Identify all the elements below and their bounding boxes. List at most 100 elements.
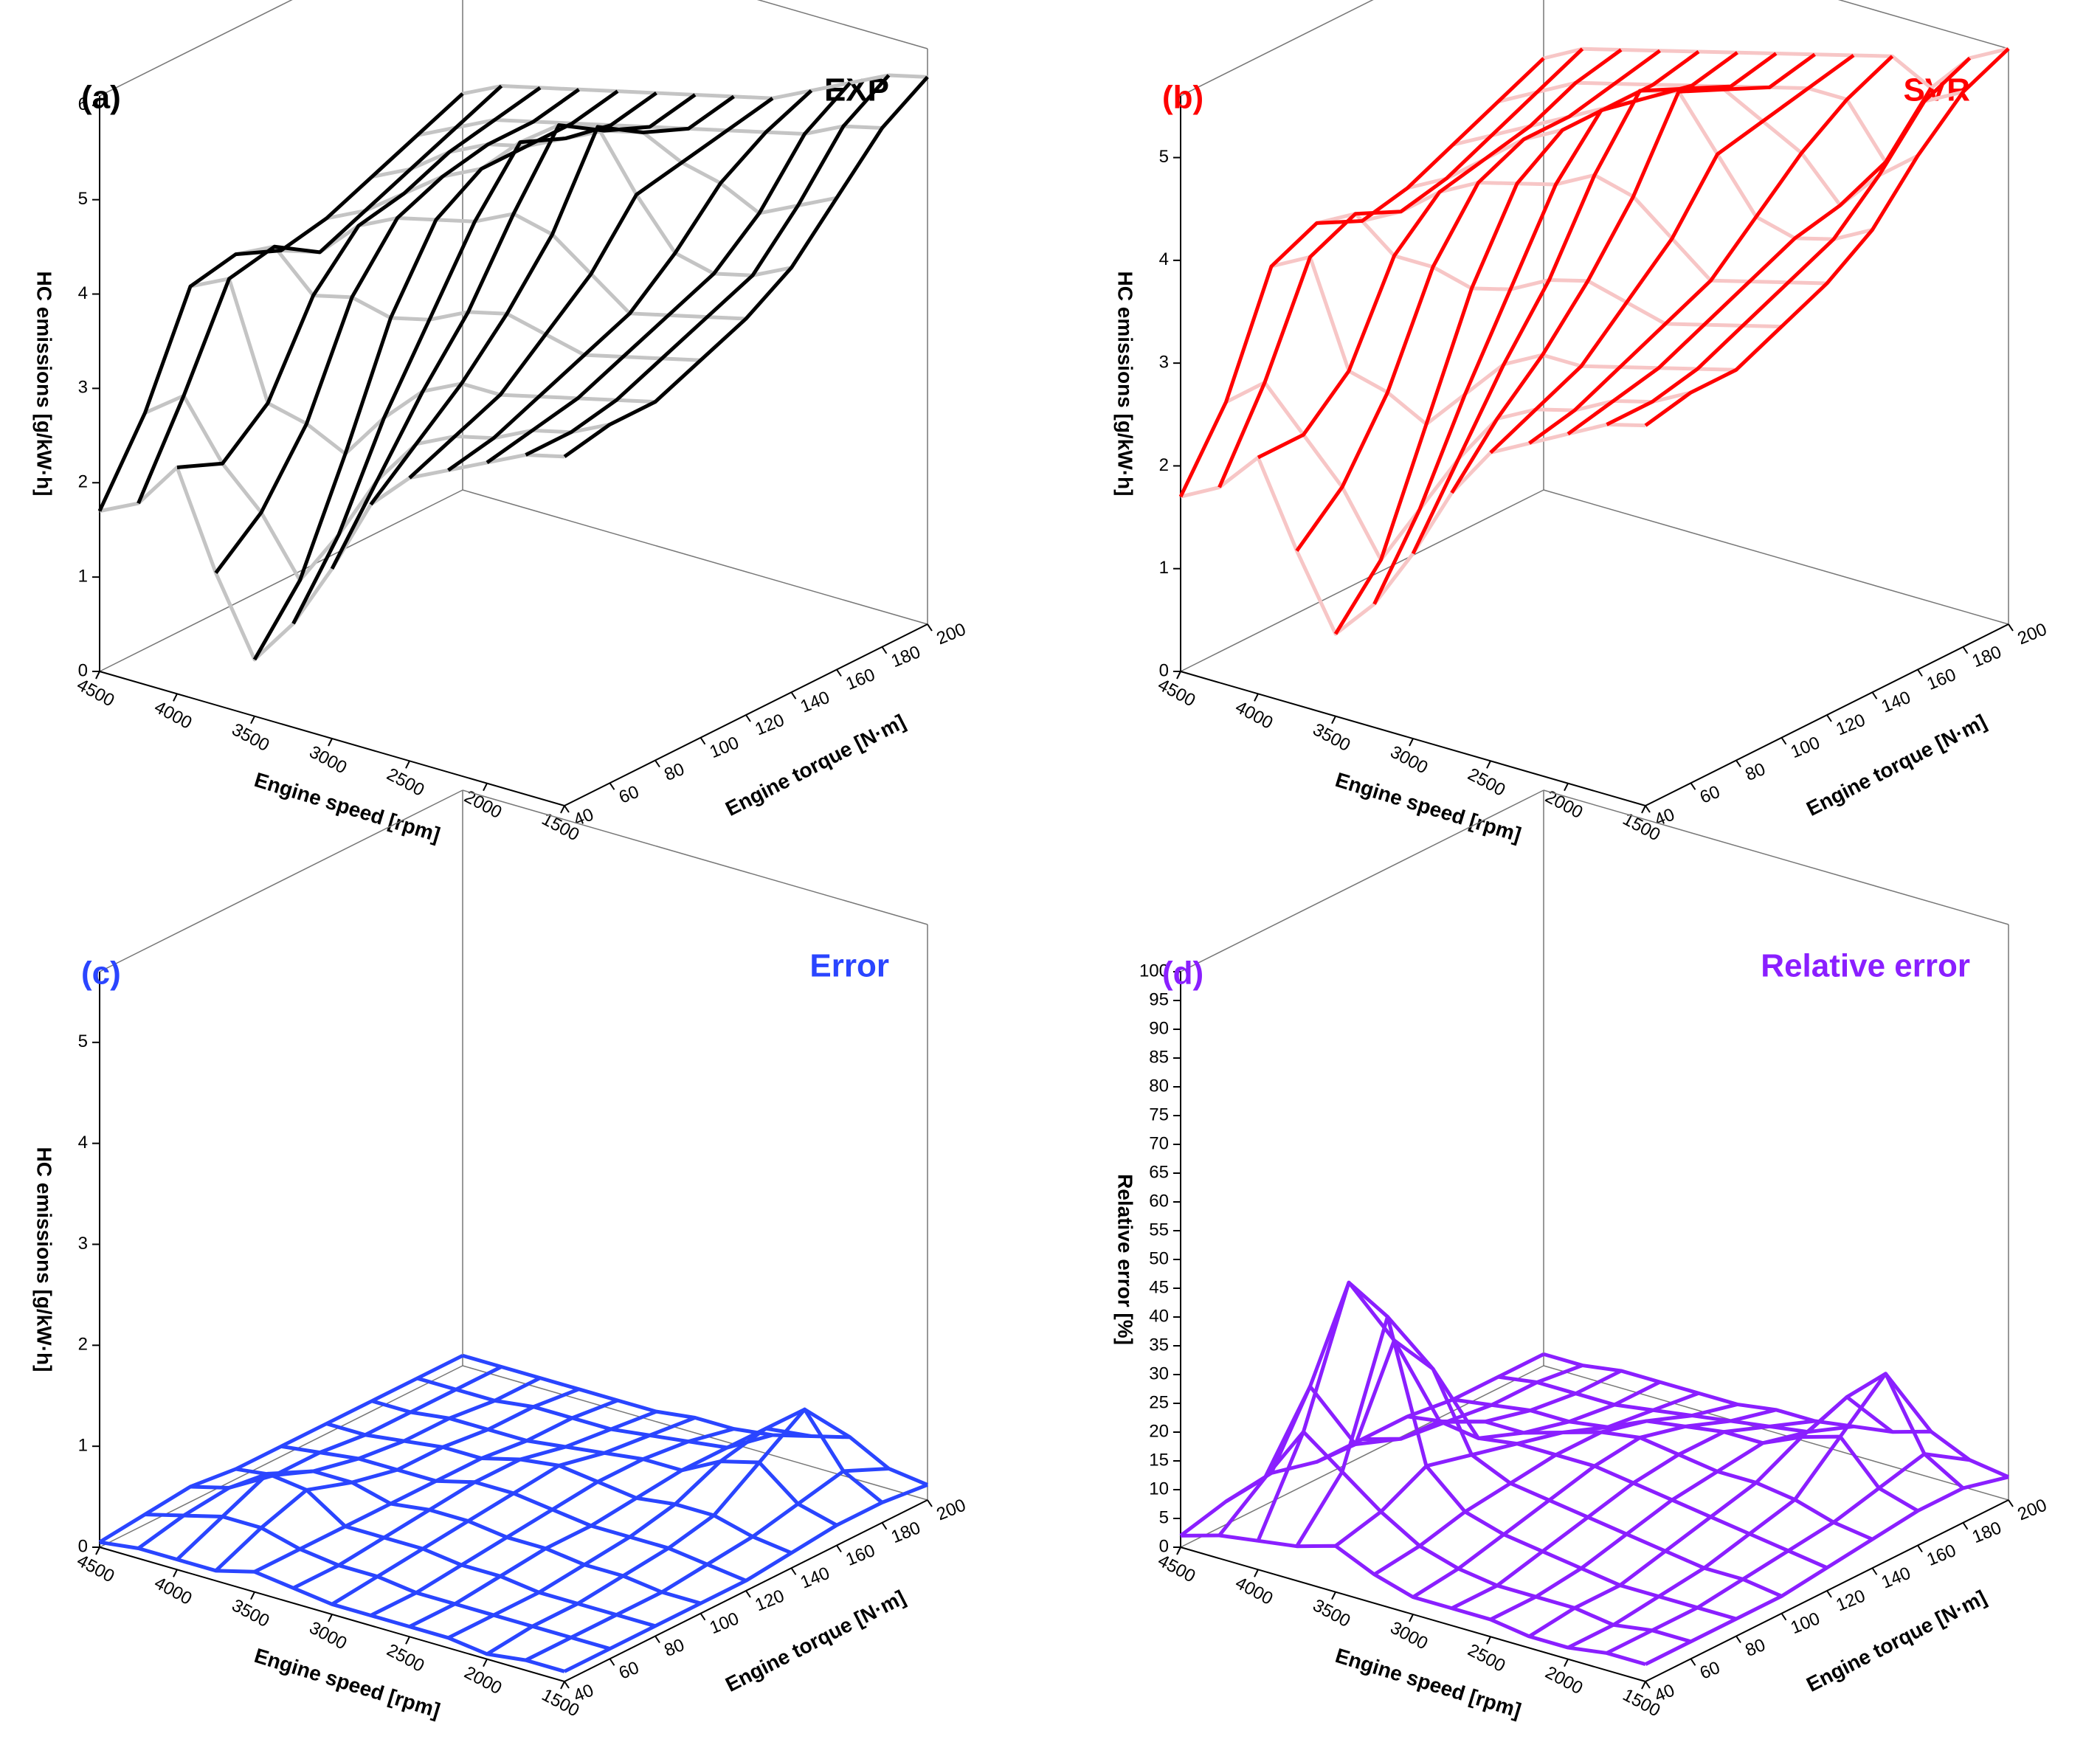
box-edge	[1837, 0, 2009, 49]
x-tick-label: 3500	[1310, 1595, 1354, 1631]
y-axis-title: Engine torque [N·m]	[1803, 710, 1990, 820]
y-tick-label: 100	[1788, 1608, 1823, 1638]
surface-line	[1606, 1452, 1970, 1655]
x-tick	[1641, 805, 1646, 814]
x-tick-label: 3500	[1310, 719, 1354, 756]
x-tick	[95, 1546, 100, 1555]
z-tick-label: 0	[1159, 660, 1169, 680]
y-tick	[609, 1658, 615, 1666]
surface-line	[1489, 53, 1855, 454]
surface-line	[486, 81, 852, 464]
panel-title: Relative error	[1761, 948, 1970, 984]
y-tick-label: 180	[888, 642, 923, 671]
y-tick-label: 140	[798, 688, 832, 717]
y-tick	[564, 1681, 570, 1689]
z-tick-label: 1	[78, 1436, 88, 1456]
z-tick-label: 1	[78, 566, 88, 586]
surface-line	[1178, 57, 1545, 498]
box-edge	[1180, 489, 1544, 672]
y-tick	[927, 623, 933, 632]
x-tick	[405, 760, 410, 769]
x-tick-label: 3000	[1387, 742, 1431, 778]
z-tick-label: 95	[1149, 989, 1169, 1009]
y-tick-label: 60	[1697, 782, 1723, 808]
surface-line	[1217, 47, 1584, 488]
x-tick	[173, 1569, 178, 1577]
surface-line	[1644, 1475, 2009, 1666]
z-axis-title: Relative error [%]	[1114, 1174, 1137, 1345]
y-tick	[836, 668, 842, 677]
y-axis-title: Engine torque [N·m]	[722, 710, 909, 820]
z-tick-label: 5	[78, 189, 88, 209]
z-tick-label: 3	[1159, 352, 1169, 372]
x-tick-label: 4000	[1232, 1573, 1277, 1609]
y-tick-label: 120	[1834, 1586, 1868, 1615]
x-tick-label: 3500	[229, 1595, 273, 1631]
surface-line	[1334, 1391, 1699, 1548]
z-tick-label: 4	[1159, 249, 1169, 269]
surface-line	[1316, 212, 1782, 329]
box-edge	[462, 489, 928, 625]
x-tick-label: 2000	[1542, 1662, 1586, 1698]
y-tick	[1645, 805, 1651, 813]
y-tick	[1690, 782, 1696, 790]
surface-line	[525, 1466, 889, 1662]
y-tick	[790, 691, 797, 699]
x-tick-label: 2000	[461, 1662, 505, 1698]
y-tick-label: 200	[2015, 619, 2050, 649]
z-tick-label: 45	[1149, 1277, 1169, 1297]
surface-line	[176, 1376, 542, 1561]
y-tick	[1871, 691, 1878, 699]
z-tick-label: 0	[78, 660, 88, 680]
x-tick	[1254, 693, 1259, 702]
y-tick-label: 180	[1969, 1518, 2004, 1547]
box-edge	[99, 789, 463, 972]
x-tick	[1486, 760, 1491, 769]
x-tick-label: 4500	[1155, 1551, 1199, 1587]
surface-line	[525, 74, 891, 457]
z-tick-label: 25	[1149, 1392, 1169, 1412]
z-tick-label: 90	[1149, 1018, 1169, 1038]
z-tick-label: 40	[1149, 1306, 1169, 1326]
panel-label: (a)	[81, 80, 121, 116]
surface-line	[408, 97, 774, 480]
x-tick	[1176, 1546, 1181, 1555]
surface-line	[369, 94, 735, 506]
surface-line	[563, 75, 929, 458]
box-edge	[1543, 789, 2009, 925]
surface-line	[1543, 1352, 2010, 1479]
surface-line	[1489, 1424, 1854, 1622]
x-tick	[1331, 716, 1336, 725]
panel-label: (d)	[1162, 955, 1203, 992]
y-tick-label: 80	[1743, 1635, 1769, 1661]
z-tick-label: 15	[1149, 1450, 1169, 1470]
surface-line	[1606, 56, 1972, 426]
y-axis-title: Engine torque [N·m]	[722, 1586, 909, 1696]
x-tick	[1409, 738, 1414, 747]
box-edge	[756, 0, 928, 49]
y-tick	[1780, 1613, 1787, 1621]
surface-line	[1411, 52, 1778, 555]
z-tick-label: 20	[1149, 1421, 1169, 1441]
z-axis-title: HC emissions [g/kW·h]	[33, 1147, 56, 1372]
z-tick-label: 35	[1149, 1335, 1169, 1355]
y-tick	[2008, 1499, 2014, 1507]
z-tick-label: 100	[1139, 961, 1169, 981]
y-tick	[745, 1590, 751, 1598]
y-tick	[881, 1522, 888, 1530]
box-edge	[1543, 1365, 2009, 1501]
x-tick	[250, 716, 255, 725]
y-tick-label: 200	[934, 1495, 969, 1524]
surface-line	[1528, 1394, 1894, 1639]
y-tick-label: 100	[1788, 733, 1823, 762]
surface-line	[235, 244, 701, 362]
y-tick-label: 160	[1924, 665, 1959, 694]
y-tick-label: 180	[888, 1518, 923, 1547]
y-tick-label: 120	[753, 710, 787, 739]
surface-line	[563, 1483, 928, 1673]
y-tick	[1826, 714, 1832, 722]
box-edge	[99, 0, 293, 97]
x-tick	[405, 1636, 410, 1645]
y-tick	[1780, 737, 1787, 745]
surface-line	[1257, 48, 1623, 460]
